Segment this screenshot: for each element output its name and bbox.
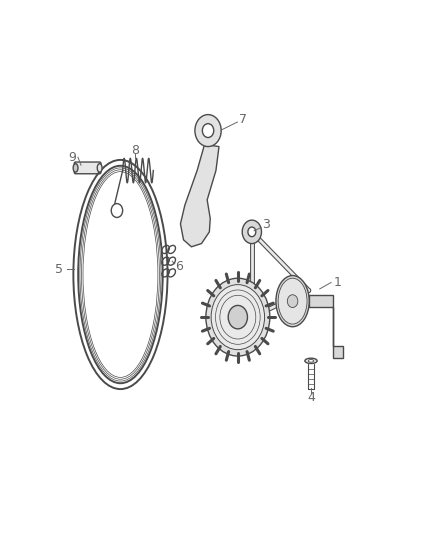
Ellipse shape: [97, 164, 102, 172]
Text: 6: 6: [175, 260, 183, 273]
FancyBboxPatch shape: [74, 162, 101, 174]
Circle shape: [242, 220, 261, 244]
Polygon shape: [180, 144, 219, 247]
Circle shape: [195, 115, 221, 147]
Circle shape: [228, 305, 247, 329]
Ellipse shape: [73, 164, 78, 172]
Ellipse shape: [305, 358, 317, 364]
Circle shape: [248, 227, 256, 237]
Ellipse shape: [276, 276, 309, 327]
Circle shape: [202, 124, 214, 138]
Text: 8: 8: [131, 144, 139, 157]
Text: 5: 5: [55, 263, 63, 276]
Circle shape: [206, 278, 270, 356]
Text: 1: 1: [333, 276, 341, 289]
Ellipse shape: [78, 166, 163, 383]
Ellipse shape: [278, 278, 307, 324]
Text: 9: 9: [68, 151, 76, 164]
Text: 4: 4: [307, 391, 315, 403]
Text: 3: 3: [262, 219, 270, 231]
Circle shape: [211, 285, 265, 350]
Text: 7: 7: [239, 114, 247, 126]
Circle shape: [287, 295, 298, 308]
Polygon shape: [309, 295, 343, 358]
Ellipse shape: [308, 359, 314, 362]
